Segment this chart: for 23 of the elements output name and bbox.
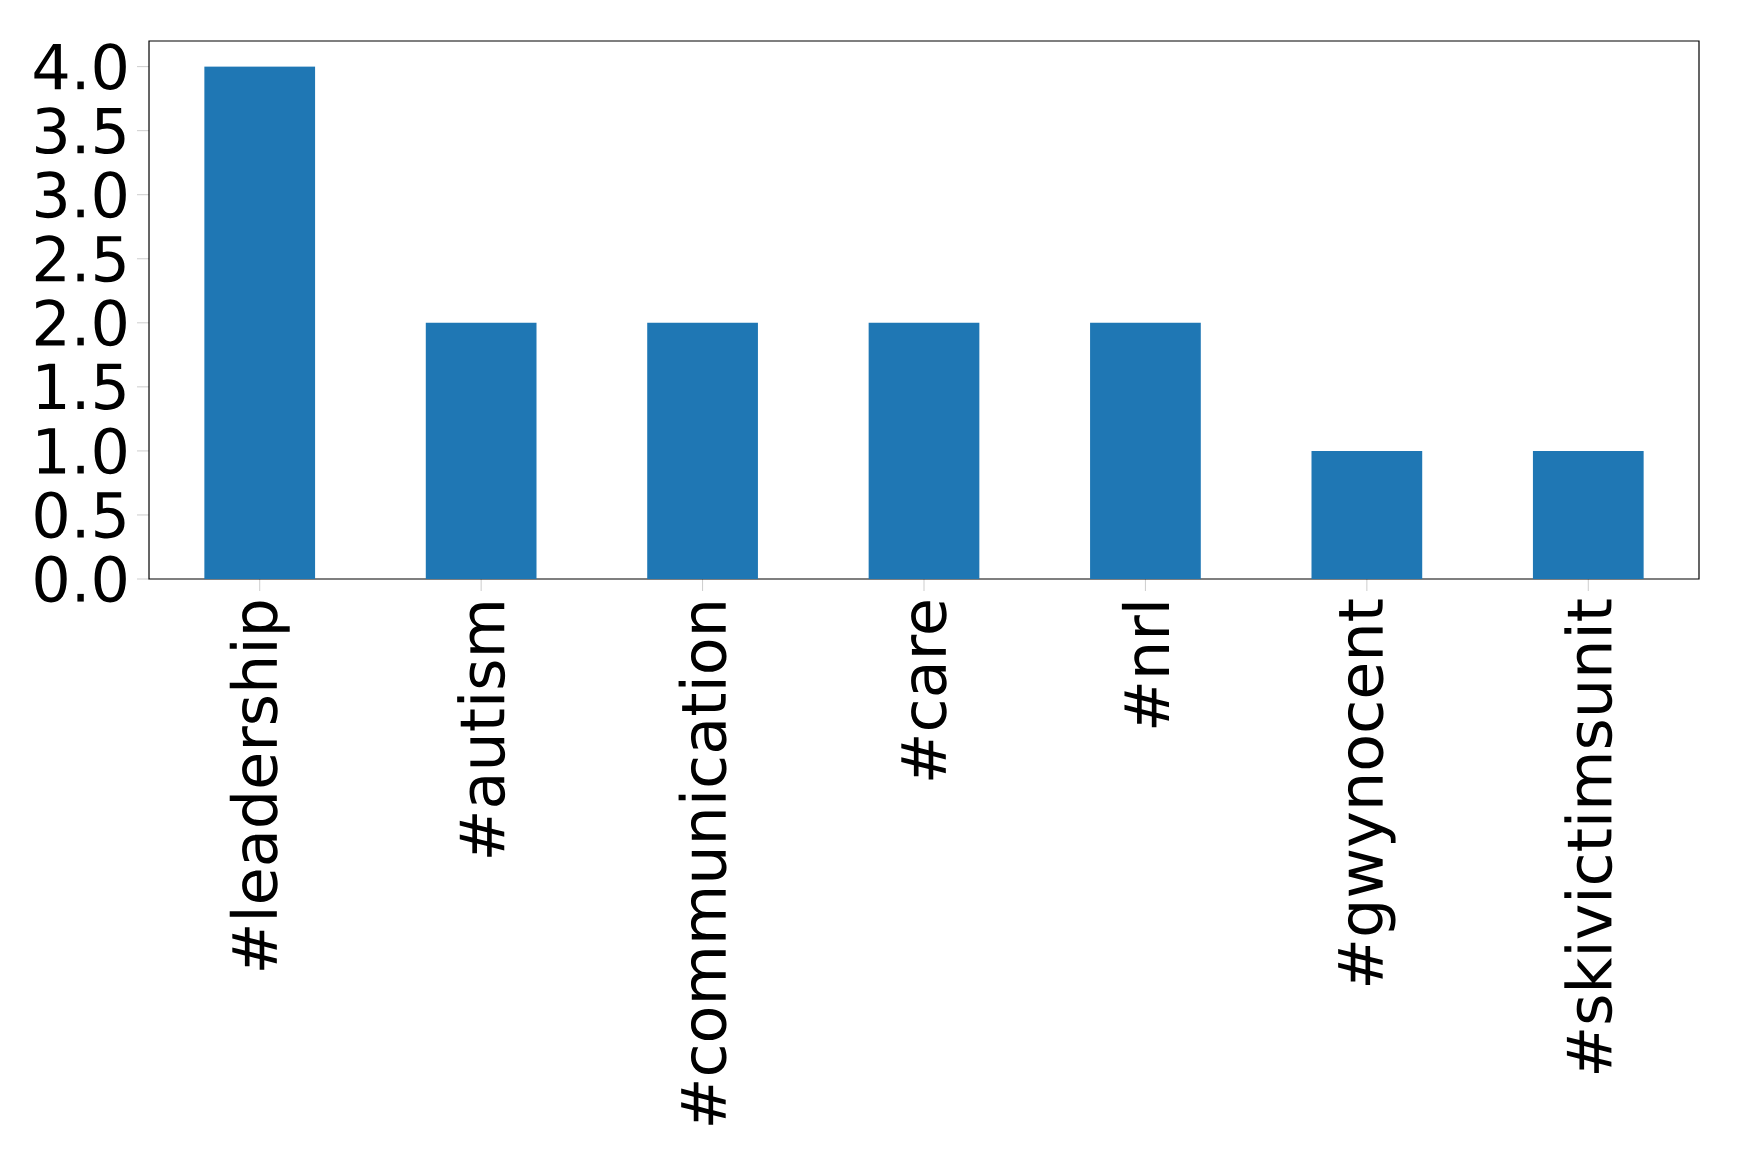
bar <box>1532 450 1644 579</box>
y-tick-label: 0.0 <box>35 555 126 603</box>
x-tick-label: #autism <box>457 603 506 857</box>
y-tick-label: 2.0 <box>35 299 126 347</box>
y-tick-label: 0.5 <box>35 491 125 539</box>
y-tick-label: 2.5 <box>35 235 125 283</box>
x-tick-label: #communication <box>678 603 727 1125</box>
bar <box>647 322 758 579</box>
bar <box>868 322 980 579</box>
y-tick-label: 3.0 <box>36 171 126 219</box>
y-tick-label: 1.5 <box>38 363 125 410</box>
y-tick-label: 3.5 <box>36 107 125 155</box>
bar <box>1311 450 1423 579</box>
x-tick-label: #leadership <box>229 601 290 970</box>
y-tick-label: 1.0 <box>38 427 126 475</box>
y-tick-label: 4.0 <box>34 43 126 91</box>
x-tick-label: #nrl <box>1121 603 1169 728</box>
x-tick-label: #skivictimsunit <box>1564 599 1613 1074</box>
x-tick-label: #gwynocent <box>1338 599 1396 986</box>
bar <box>204 66 316 579</box>
bar <box>425 322 537 579</box>
x-tick-label: #care <box>901 601 947 780</box>
bar <box>1090 322 1201 579</box>
